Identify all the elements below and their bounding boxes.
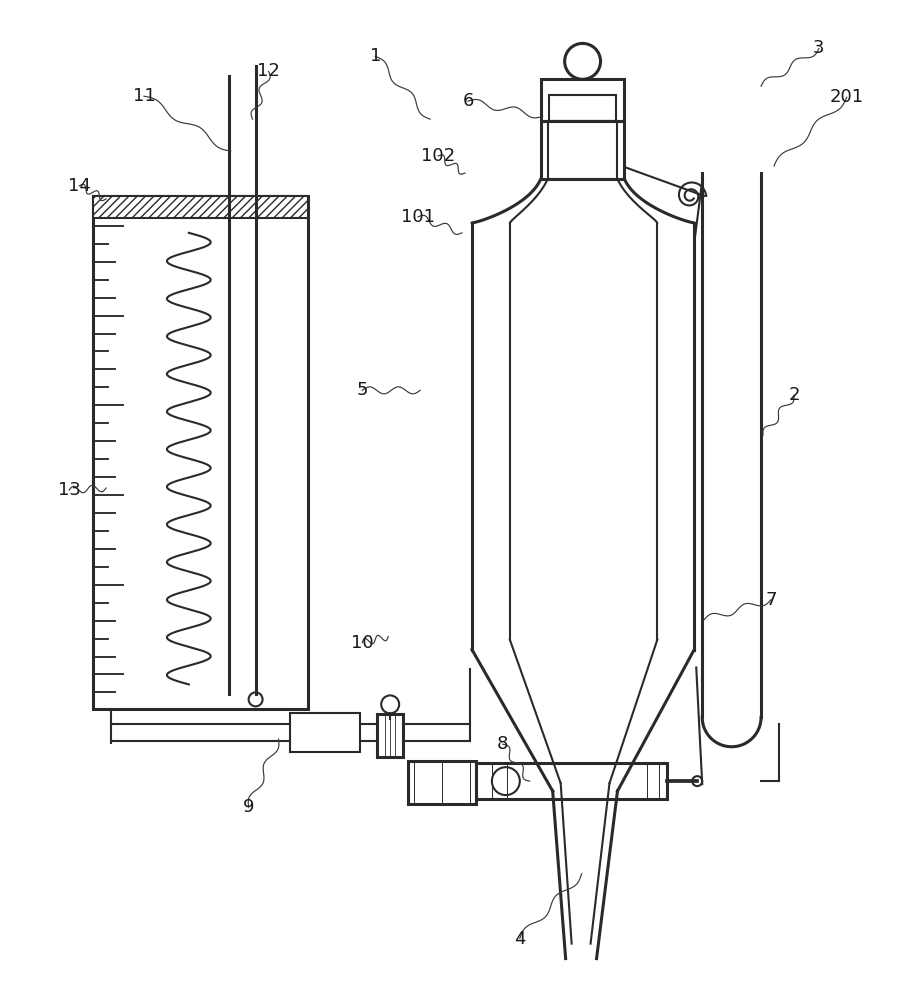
Text: 2: 2 [788, 386, 800, 404]
Text: 11: 11 [132, 87, 155, 105]
Bar [548, 121, 617, 179]
Text: 7: 7 [765, 591, 777, 609]
Text: 5: 5 [357, 381, 368, 399]
Bar [93, 196, 308, 709]
Bar [541, 79, 624, 121]
Text: 4: 4 [514, 930, 525, 948]
Text: 10: 10 [351, 634, 374, 652]
Text: 14: 14 [68, 177, 91, 195]
Text: 13: 13 [58, 481, 80, 499]
Bar [93, 196, 308, 218]
Bar [541, 121, 624, 179]
Bar [290, 713, 360, 752]
Bar [378, 714, 403, 757]
Text: 1: 1 [369, 47, 381, 65]
Circle shape [249, 692, 262, 706]
Bar [549, 95, 616, 121]
Bar [408, 761, 476, 804]
Text: 101: 101 [401, 208, 435, 226]
Text: 3: 3 [813, 39, 824, 57]
Text: 12: 12 [257, 62, 280, 80]
Text: 6: 6 [462, 92, 474, 110]
Text: 102: 102 [421, 147, 455, 165]
Bar [476, 763, 668, 799]
Text: 8: 8 [497, 735, 508, 753]
Text: 9: 9 [243, 798, 254, 816]
Text: 201: 201 [830, 88, 864, 106]
